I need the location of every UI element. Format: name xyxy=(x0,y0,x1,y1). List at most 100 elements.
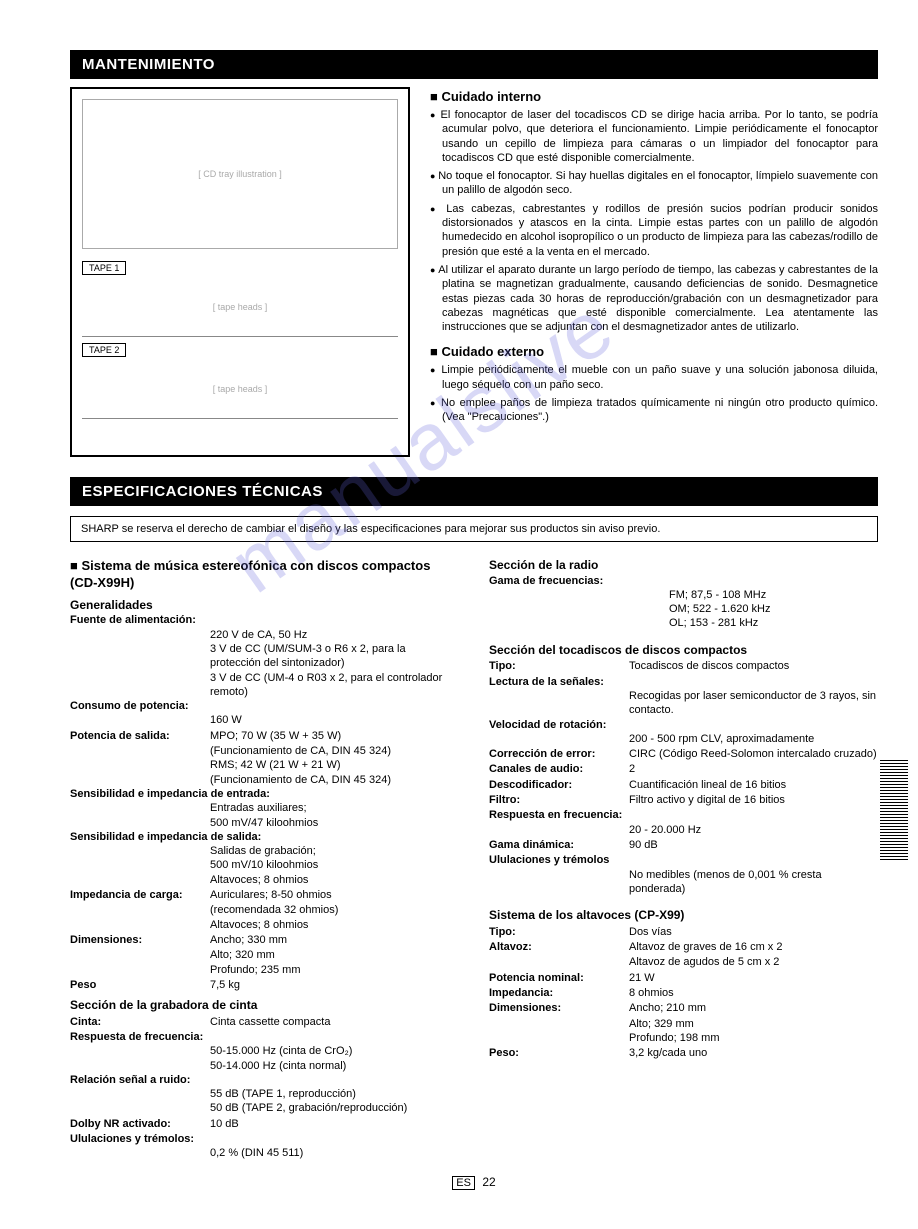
spec-val: 220 V de CA, 50 Hz xyxy=(210,628,459,642)
spec-val: MPO; 70 W (35 W + 35 W) xyxy=(210,729,459,743)
grabadora-title: Sección de la grabadora de cinta xyxy=(70,998,459,1014)
barcode-graphic xyxy=(880,760,908,860)
spec-label: Gama de frecuencias: xyxy=(489,574,878,588)
spec-label: Potencia nominal: xyxy=(489,971,629,985)
notice-box: SHARP se reserva el derecho de cambiar e… xyxy=(70,516,878,542)
generalidades-title: Generalidades xyxy=(70,598,459,614)
spec-val: Entradas auxiliares; xyxy=(210,801,459,815)
spec-label: Sensibilidad e impedancia de salida: xyxy=(70,830,459,844)
spec-val: FM; 87,5 - 108 MHz xyxy=(669,588,878,602)
spec-val: 20 - 20.000 Hz xyxy=(629,823,878,837)
spec-val: No medibles (menos de 0,001 % cresta pon… xyxy=(629,868,878,897)
spec-label: Filtro: xyxy=(489,793,629,807)
spec-val: Cuantificación lineal de 16 bitios xyxy=(629,778,878,792)
illustration-box: [ CD tray illustration ] TAPE 1 [ tape h… xyxy=(70,87,410,457)
spec-val: (Funcionamiento de CA, DIN 45 324) xyxy=(210,744,459,758)
spec-label: Impedancia: xyxy=(489,986,629,1000)
spec-val: 21 W xyxy=(629,971,878,985)
spec-val: 3 V de CC (UM/SUM-3 o R6 x 2, para la pr… xyxy=(210,642,459,671)
cuidado-externo-title: Cuidado externo xyxy=(430,344,878,359)
spec-val: OM; 522 - 1.620 kHz xyxy=(669,602,878,616)
list-item: Al utilizar el aparato durante un largo … xyxy=(430,263,878,334)
spec-val: 0,2 % (DIN 45 511) xyxy=(210,1146,459,1160)
spec-val: Altavoz de agudos de 5 cm x 2 xyxy=(629,955,878,969)
spec-label: Impedancia de carga: xyxy=(70,888,210,902)
spec-val: Dos vías xyxy=(629,925,878,939)
cd-tray-illustration: [ CD tray illustration ] xyxy=(82,99,398,249)
tape2-label: TAPE 2 xyxy=(82,343,126,357)
spec-label: Consumo de potencia: xyxy=(70,699,459,713)
spec-val: Profundo; 235 mm xyxy=(210,963,459,977)
spec-label: Ululaciones y trémolos: xyxy=(70,1132,459,1146)
spec-label: Sensibilidad e impedancia de entrada: xyxy=(70,787,459,801)
header-mantenimiento: MANTENIMIENTO xyxy=(70,50,878,79)
cd-title: Sección del tocadiscos de discos compact… xyxy=(489,643,878,659)
page-number: 22 xyxy=(482,1175,495,1189)
spec-val: (Funcionamiento de CA, DIN 45 324) xyxy=(210,773,459,787)
spec-label: Dolby NR activado: xyxy=(70,1117,210,1131)
spec-val: 8 ohmios xyxy=(629,986,878,1000)
spec-label: Ululaciones y trémolos xyxy=(489,853,878,867)
tape1-label: TAPE 1 xyxy=(82,261,126,275)
spec-val: 160 W xyxy=(210,713,459,727)
list-item: El fonocaptor de laser del tocadiscos CD… xyxy=(430,108,878,165)
spec-label: Lectura de la señales: xyxy=(489,675,878,689)
spec-label: Potencia de salida: xyxy=(70,729,210,743)
spec-val: 500 mV/47 kiloohmios xyxy=(210,816,459,830)
spec-val: 10 dB xyxy=(210,1117,459,1131)
spec-label: Dimensiones: xyxy=(489,1001,629,1015)
tape1-heads-illustration: [ tape heads ] xyxy=(82,277,398,337)
cuidado-externo-list: Limpie periódicamente el mueble con un p… xyxy=(430,363,878,424)
spec-val: Alto; 329 mm xyxy=(629,1017,878,1031)
spec-val: 200 - 500 rpm CLV, aproximadamente xyxy=(629,732,878,746)
spec-val: Auriculares; 8-50 ohmios xyxy=(210,888,459,902)
sistema-title: Sistema de música estereofónica con disc… xyxy=(70,558,459,592)
spec-label: Relación señal a ruido: xyxy=(70,1073,459,1087)
spec-val: RMS; 42 W (21 W + 21 W) xyxy=(210,758,459,772)
spec-label: Dimensiones: xyxy=(70,933,210,947)
spec-label: Tipo: xyxy=(489,659,629,673)
spec-val: 500 mV/10 kiloohmios xyxy=(210,858,459,872)
spec-label: Cinta: xyxy=(70,1015,210,1029)
spec-label: Canales de audio: xyxy=(489,762,629,776)
spec-label: Fuente de alimentación: xyxy=(70,613,459,627)
spec-val: 90 dB xyxy=(629,838,878,852)
spec-label: Gama dinámica: xyxy=(489,838,629,852)
spec-val: Tocadiscos de discos compactos xyxy=(629,659,878,673)
spec-val: 3 V de CC (UM-4 o R03 x 2, para el contr… xyxy=(210,671,459,700)
spec-label: Peso xyxy=(70,978,210,992)
spec-label: Respuesta de frecuencia: xyxy=(70,1030,459,1044)
spec-val: 50-14.000 Hz (cinta normal) xyxy=(210,1059,459,1073)
spec-val: Altavoces; 8 ohmios xyxy=(210,918,459,932)
spec-val: Filtro activo y digital de 16 bitios xyxy=(629,793,878,807)
spec-val: Cinta cassette compacta xyxy=(210,1015,459,1029)
spec-val: Alto; 320 mm xyxy=(210,948,459,962)
spec-val: Profundo; 198 mm xyxy=(629,1031,878,1045)
spec-val: 3,2 kg/cada uno xyxy=(629,1046,878,1060)
spec-label: Tipo: xyxy=(489,925,629,939)
spec-val: Ancho; 330 mm xyxy=(210,933,459,947)
list-item: No toque el fonocaptor. Si hay huellas d… xyxy=(430,169,878,198)
spec-val: Salidas de grabación; xyxy=(210,844,459,858)
spec-val: CIRC (Código Reed-Solomon intercalado cr… xyxy=(629,747,878,761)
spec-val: 50-15.000 Hz (cinta de CrO₂) xyxy=(210,1044,459,1058)
spec-label: Velocidad de rotación: xyxy=(489,718,878,732)
list-item: No emplee paños de limpieza tratados quí… xyxy=(430,396,878,425)
altavoces-title: Sistema de los altavoces (CP-X99) xyxy=(489,908,878,924)
spec-label: Peso: xyxy=(489,1046,629,1060)
right-spec-column: Sección de la radio Gama de frecuencias:… xyxy=(489,552,878,1161)
spec-val: 50 dB (TAPE 2, grabación/reproducción) xyxy=(210,1101,459,1115)
spec-label: Altavoz: xyxy=(489,940,629,954)
spec-val: 55 dB (TAPE 1, reproducción) xyxy=(210,1087,459,1101)
spec-val: 2 xyxy=(629,762,878,776)
spec-val: Altavoces; 8 ohmios xyxy=(210,873,459,887)
spec-val: (recomendada 32 ohmios) xyxy=(210,903,459,917)
spec-val: 7,5 kg xyxy=(210,978,459,992)
spec-label: Corrección de error: xyxy=(489,747,629,761)
page-footer: ES 22 xyxy=(70,1175,878,1189)
list-item: Limpie periódicamente el mueble con un p… xyxy=(430,363,878,392)
spec-label: Respuesta en frecuencia: xyxy=(489,808,878,822)
cuidado-interno-list: El fonocaptor de laser del tocadiscos CD… xyxy=(430,108,878,334)
list-item: Las cabezas, cabrestantes y rodillos de … xyxy=(430,202,878,259)
left-spec-column: Sistema de música estereofónica con disc… xyxy=(70,552,459,1161)
